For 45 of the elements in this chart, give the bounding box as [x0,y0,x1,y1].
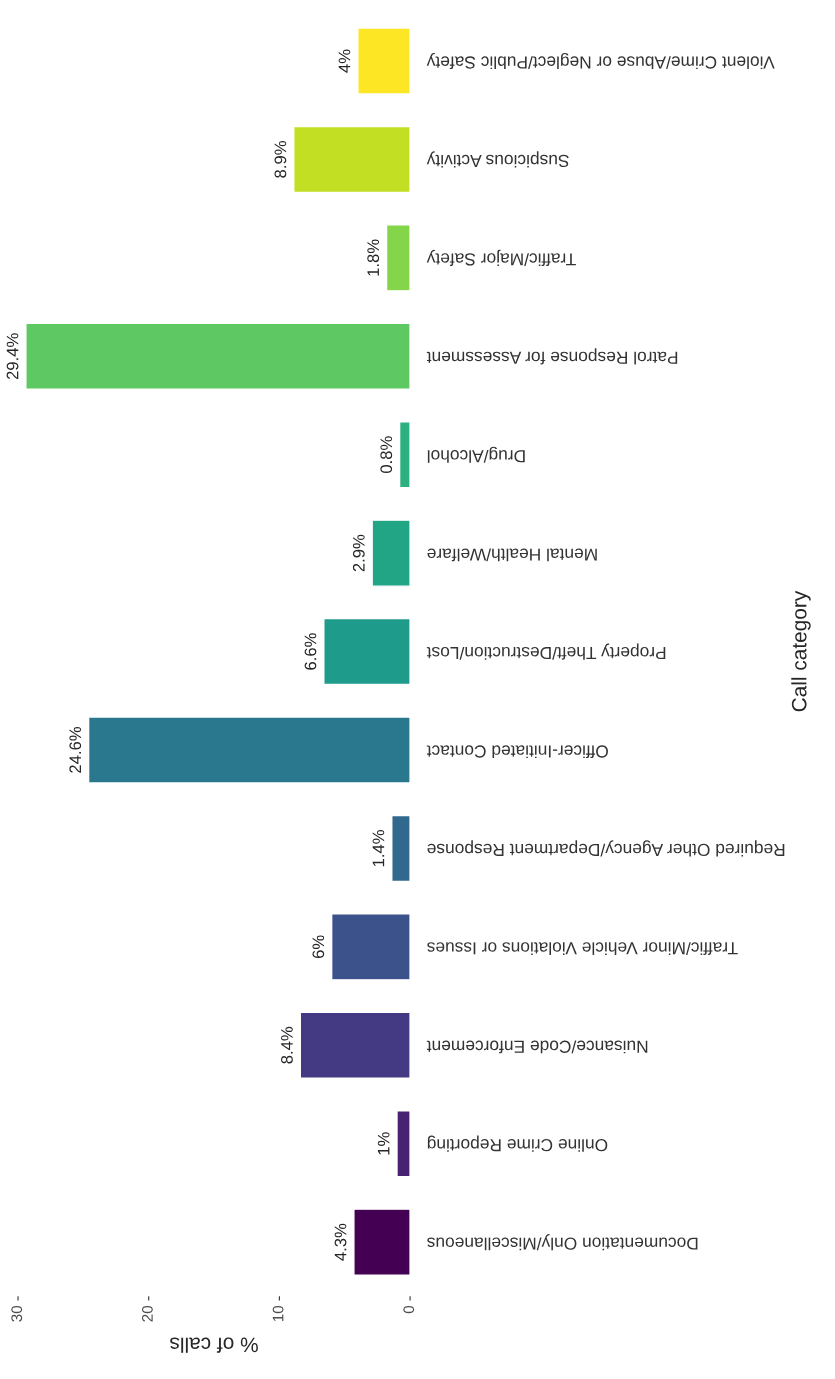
x-tick-label: 10 [272,1305,284,1322]
bar [371,519,411,587]
y-tick-label: Drug/Alcohol [427,446,525,463]
bar [398,421,411,489]
bar [87,716,411,784]
data-label: 29.4% [6,333,19,380]
y-tick-label: Violent Crime/Abuse or Neglect/Public Safety [426,52,775,70]
bar [299,1011,411,1079]
y-tick-label: Traffic/Minor Vehicle Violations or Issues [427,942,738,955]
x-axis-title: % of calls [170,1337,258,1353]
y-tick-label: Nuisance/Code Enforcement [426,1040,648,1054]
data-label: 8.9% [274,141,287,178]
bar [25,322,411,390]
data-label: 2.9% [352,534,365,572]
x-tick-label: 20 [142,1305,153,1322]
data-label: 1.4% [372,830,385,867]
y-tick-label: Property Theft/Destruction/Lost [426,643,666,660]
data-label: 24.6% [69,726,82,773]
y-tick-label: Documentation Only/Miscellaneous [427,1234,698,1251]
bar [353,1208,411,1276]
bar [293,125,411,194]
x-tick-label: 0 [403,1305,415,1314]
y-tick-label: Required Other Agency/Department Response [427,840,785,857]
y-tick-label: Suspicious Activity [426,151,569,168]
y-tick-label: Officer-Initiated Contact [426,745,608,759]
data-label: 6% [312,935,325,959]
data-label: 4% [338,49,351,73]
x-tick-label: 30 [11,1305,23,1322]
y-tick-label: Online Crime Reporting [427,1135,608,1152]
bar [357,27,411,95]
data-label: 4.3% [334,1223,347,1261]
data-label: 1% [377,1132,390,1155]
bar [330,913,411,981]
data-label: 8.4% [281,1026,293,1064]
y-tick-label: Mental Health/Welfare [427,548,597,562]
bar [323,617,411,686]
data-label: 1.8% [367,239,380,276]
bar [396,1110,411,1178]
data-label: 6.6% [304,633,317,670]
y-tick-label: Patrol Response for Assessment [426,348,678,365]
bar [385,224,411,292]
y-axis-title: Call category [791,590,811,712]
y-tick-label: Traffic/Major Safety [426,249,576,266]
data-label: 0.8% [380,436,393,474]
bar [391,814,411,883]
